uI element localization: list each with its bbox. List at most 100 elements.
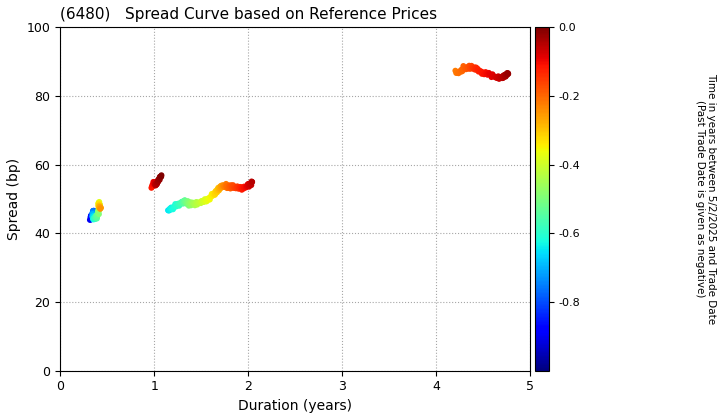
Point (227, 184, 238, 191)
Point (219, 184, 230, 190)
Point (234, 184, 246, 190)
Point (94, 205, 105, 212)
Point (93, 203, 104, 210)
Point (469, 66, 481, 73)
Point (451, 70, 462, 76)
Point (480, 69, 492, 76)
Point (238, 185, 249, 192)
Point (179, 198, 190, 205)
Point (88, 207, 99, 214)
Point (464, 62, 475, 69)
Point (93, 201, 104, 207)
Point (86, 213, 98, 219)
Point (156, 173, 167, 179)
Point (484, 71, 495, 77)
Point (178, 200, 189, 207)
Point (181, 198, 193, 205)
Point (148, 178, 159, 185)
Point (240, 184, 252, 190)
Point (185, 202, 197, 209)
Point (217, 182, 229, 189)
Point (466, 63, 477, 69)
Point (94, 202, 106, 208)
Point (94, 205, 106, 212)
Point (183, 201, 194, 208)
Point (242, 181, 253, 188)
Point (213, 185, 225, 192)
Point (464, 66, 476, 72)
Point (470, 64, 482, 71)
Point (492, 73, 504, 80)
Point (500, 73, 512, 79)
Point (246, 178, 257, 185)
Point (181, 200, 193, 206)
Point (219, 183, 230, 190)
Point (179, 199, 191, 205)
Point (95, 205, 107, 211)
Point (502, 71, 513, 77)
Point (208, 191, 220, 197)
Point (478, 71, 490, 78)
Point (150, 181, 161, 188)
Point (177, 198, 189, 205)
Point (89, 216, 100, 223)
Point (180, 199, 192, 205)
Point (472, 66, 484, 72)
Point (460, 64, 472, 71)
Point (89, 215, 100, 222)
Point (212, 186, 223, 193)
Point (148, 180, 160, 187)
Point (86, 214, 98, 220)
Point (94, 201, 105, 208)
Point (94, 202, 105, 209)
Point (85, 213, 96, 219)
Point (150, 182, 161, 189)
Point (236, 184, 248, 191)
Point (477, 70, 489, 76)
Point (168, 203, 180, 210)
Point (89, 215, 101, 221)
Point (94, 202, 106, 208)
Point (176, 198, 188, 205)
Point (155, 174, 166, 181)
Point (489, 73, 500, 80)
Point (90, 213, 102, 219)
Point (91, 213, 103, 219)
Point (210, 191, 221, 197)
Point (502, 70, 513, 76)
Point (94, 201, 105, 207)
Point (209, 192, 220, 198)
Point (474, 68, 485, 75)
Point (467, 65, 479, 71)
Point (146, 183, 158, 190)
Point (456, 66, 467, 73)
Point (221, 183, 233, 189)
Point (219, 183, 230, 189)
Point (453, 70, 464, 76)
Point (93, 202, 104, 209)
Point (477, 69, 489, 76)
Point (243, 181, 254, 187)
Point (94, 204, 105, 211)
Point (153, 176, 164, 183)
Point (87, 209, 99, 216)
Point (204, 196, 216, 203)
Point (93, 200, 104, 207)
Point (205, 194, 217, 200)
Point (87, 215, 99, 222)
Point (487, 71, 498, 78)
Point (241, 183, 253, 189)
Point (88, 208, 99, 215)
Point (215, 184, 227, 191)
Point (155, 173, 166, 180)
Point (215, 184, 227, 191)
Point (85, 215, 96, 222)
Point (148, 181, 159, 187)
Point (215, 183, 226, 190)
Point (154, 175, 166, 181)
Point (87, 216, 99, 223)
Point (87, 209, 99, 216)
Point (184, 200, 196, 207)
Point (148, 180, 160, 187)
Point (92, 209, 104, 215)
